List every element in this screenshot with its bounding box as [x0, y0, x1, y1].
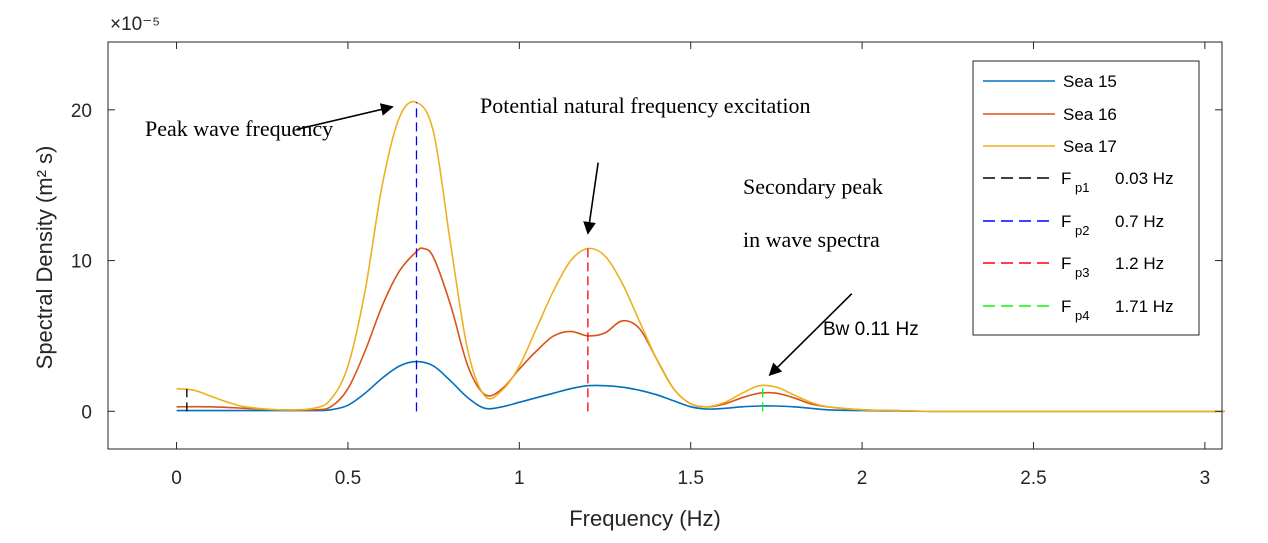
plot-area	[176, 100, 1225, 413]
legend-label-sub: p4	[1075, 308, 1089, 323]
y-tick-label: 20	[71, 101, 92, 122]
legend-label-main: F	[1061, 254, 1071, 273]
legend-label-value: 1.2 Hz	[1115, 254, 1164, 273]
x-tick-label: 1.5	[677, 468, 703, 489]
x-tick-label: 0.5	[335, 468, 361, 489]
x-tick-label: 2.5	[1020, 468, 1046, 489]
annotation-text: Potential natural frequency excitation	[480, 93, 810, 118]
annotation-arrow	[583, 162, 599, 235]
y-tick-label: 0	[81, 402, 92, 423]
x-tick-label: 2	[857, 468, 868, 489]
legend-label: Sea 17	[1063, 137, 1117, 156]
legend-label-main: F	[1061, 212, 1071, 231]
x-axis-label: Frequency (Hz)	[569, 506, 721, 531]
x-tick-label: 3	[1200, 468, 1211, 489]
annotation-arrow	[296, 103, 394, 131]
y-tick-label: 10	[71, 252, 92, 273]
legend-label-main: F	[1061, 297, 1071, 316]
legend-label-main: F	[1061, 169, 1071, 188]
series-line-sea-17	[176, 100, 1225, 413]
x-tick-label: 0	[171, 468, 182, 489]
y-axis-label: Spectral Density (m² s)	[32, 146, 57, 370]
annotation-text: Peak wave frequency	[145, 116, 333, 141]
annotation-text: Bw 0.11 Hz	[823, 319, 919, 340]
legend-label-sub: p2	[1075, 223, 1089, 238]
legend-label-sub: p3	[1075, 265, 1089, 280]
x-tick-label: 1	[514, 468, 525, 489]
legend-box	[972, 60, 1200, 336]
legend-label-value: 0.03 Hz	[1115, 169, 1174, 188]
axes: 0 0.5 1 1.5 2 2.5 3 0 10 20 Frequency (Hz) Spectral…	[32, 14, 1223, 531]
annotation-text: Secondary peak	[743, 174, 883, 199]
y-multiplier: ×10⁻⁵	[110, 14, 160, 35]
legend-label-sub: p1	[1075, 180, 1089, 195]
legend-label: Sea 15	[1063, 72, 1117, 91]
legend-label-value: 1.71 Hz	[1115, 297, 1174, 316]
annotation-arrow	[768, 293, 853, 377]
annotations: Peak wave frequency Potential natural fre…	[145, 93, 919, 377]
axes-box	[107, 41, 1223, 450]
legend: Sea 15 Sea 16 Sea 17 F p1 0.03 Hz F p2 0.7 Hz F p3…	[972, 60, 1200, 336]
legend-label: Sea 16	[1063, 105, 1117, 124]
legend-label-value: 0.7 Hz	[1115, 212, 1164, 231]
series-line-sea-15	[176, 360, 1225, 413]
annotation-text: in wave spectra	[743, 227, 880, 252]
